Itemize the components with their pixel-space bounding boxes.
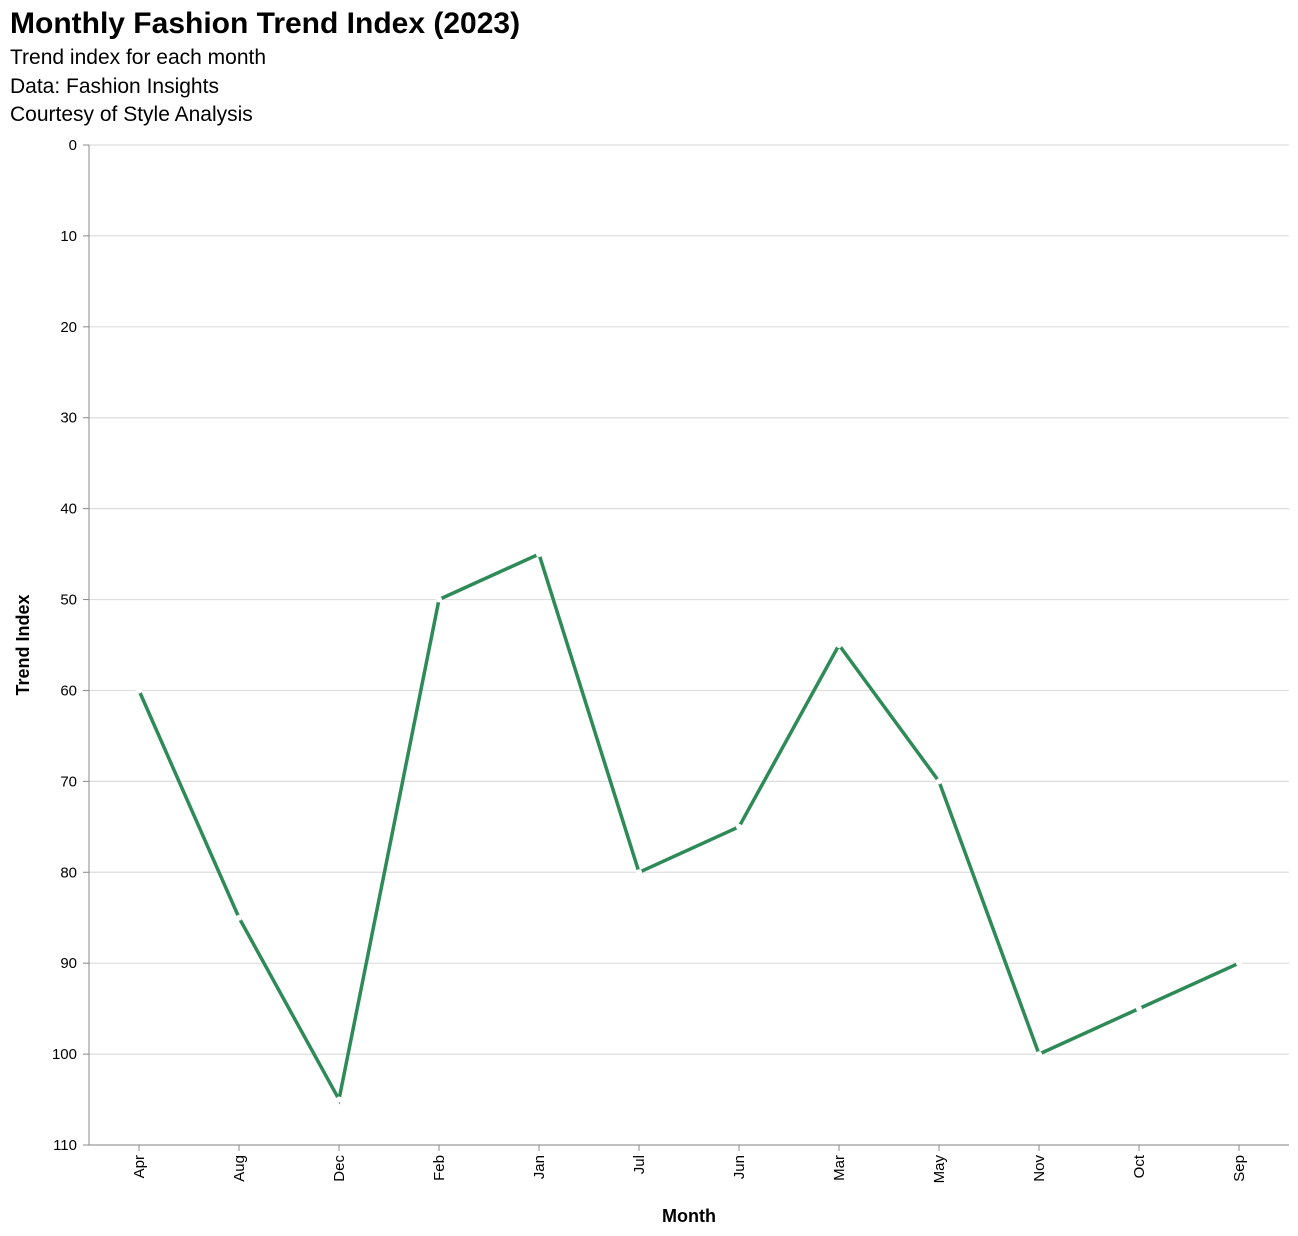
data-point[interactable]	[536, 551, 542, 558]
chart-credit: Courtesy of Style Analysis	[10, 103, 253, 126]
y-tick-label: 70	[60, 773, 77, 790]
chart-data-source: Data: Fashion Insights	[10, 75, 219, 98]
x-axis: Apr Aug Dec Feb Jan Jul Jun Mar May Nov Oct Sep	[89, 1144, 1289, 1184]
x-tick-label: Apr	[131, 1155, 148, 1178]
grid-lines	[89, 144, 1289, 1146]
y-tick-label: 10	[60, 228, 77, 245]
data-points	[136, 551, 1242, 1103]
y-tick-label: 0	[69, 137, 77, 154]
data-point[interactable]	[336, 1096, 342, 1103]
data-point[interactable]	[636, 869, 642, 876]
y-tick-label: 60	[60, 682, 77, 699]
x-tick-label: Jan	[531, 1155, 548, 1179]
chart-title: Monthly Fashion Trend Index (2023)	[10, 7, 521, 40]
data-point[interactable]	[136, 687, 142, 694]
y-tick-label: 20	[60, 319, 77, 336]
y-tick-label: 100	[52, 1046, 77, 1063]
data-point[interactable]	[236, 914, 242, 921]
data-point[interactable]	[1036, 1051, 1042, 1058]
data-point[interactable]	[936, 778, 942, 785]
y-tick-label: 30	[60, 410, 77, 427]
x-tick-label: Jun	[731, 1155, 748, 1179]
y-tick-label: 90	[60, 955, 77, 972]
data-point[interactable]	[736, 823, 742, 830]
x-tick-label: Dec	[331, 1155, 348, 1182]
x-tick-label: Aug	[231, 1155, 248, 1182]
x-tick-label: Sep	[1231, 1155, 1248, 1182]
y-tick-label: 40	[60, 501, 77, 518]
data-point[interactable]	[1136, 1005, 1142, 1012]
y-axis: 0 10 20 30 40 50 60 70 80 90 100 110	[52, 137, 90, 1154]
data-point[interactable]	[1236, 960, 1242, 967]
y-tick-label: 110	[53, 1137, 77, 1154]
x-tick-label: Nov	[1031, 1155, 1048, 1182]
series-line	[137, 551, 1240, 1105]
x-tick-label: May	[931, 1155, 948, 1184]
data-point[interactable]	[836, 642, 842, 648]
x-tick-label: Oct	[1131, 1154, 1148, 1178]
x-axis-title: Month	[662, 1206, 716, 1226]
y-axis-title: Trend Index	[13, 594, 33, 695]
y-tick-label: 80	[60, 864, 77, 881]
x-tick-label: Feb	[431, 1155, 448, 1181]
y-tick-label: 50	[60, 592, 77, 609]
data-point[interactable]	[436, 596, 442, 603]
x-tick-label: Jul	[631, 1155, 648, 1174]
chart-subtitle: Trend index for each month	[10, 46, 267, 69]
x-tick-label: Mar	[831, 1155, 848, 1181]
